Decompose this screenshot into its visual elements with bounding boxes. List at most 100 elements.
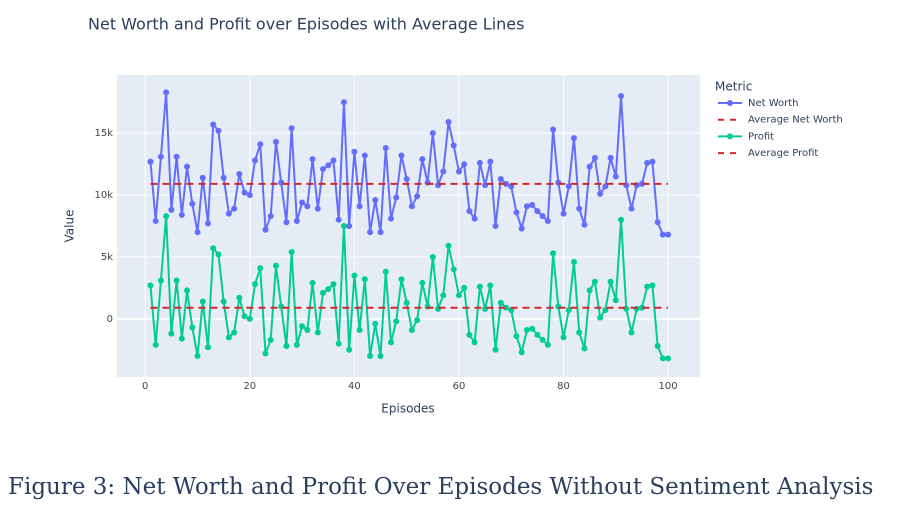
point bbox=[644, 283, 651, 290]
point bbox=[231, 329, 238, 336]
point bbox=[440, 168, 447, 175]
point bbox=[534, 208, 541, 215]
point bbox=[461, 161, 468, 168]
point bbox=[408, 203, 415, 210]
point bbox=[194, 229, 201, 236]
point bbox=[314, 329, 321, 336]
point bbox=[257, 141, 264, 148]
point bbox=[178, 211, 185, 218]
point bbox=[194, 352, 201, 359]
point bbox=[649, 282, 656, 289]
point bbox=[236, 294, 243, 301]
point bbox=[560, 334, 567, 341]
point bbox=[320, 166, 327, 173]
point bbox=[367, 352, 374, 359]
point bbox=[581, 221, 588, 228]
point bbox=[199, 298, 206, 305]
point bbox=[199, 174, 206, 181]
point bbox=[325, 286, 332, 293]
point bbox=[628, 205, 635, 212]
y-axis-title: Value bbox=[63, 210, 77, 243]
point bbox=[152, 341, 159, 348]
point bbox=[503, 180, 510, 187]
point bbox=[356, 203, 363, 210]
point bbox=[173, 153, 180, 160]
point bbox=[570, 135, 577, 142]
point bbox=[503, 304, 510, 311]
point bbox=[591, 278, 598, 285]
point bbox=[644, 159, 651, 166]
point bbox=[497, 175, 504, 182]
point bbox=[299, 199, 306, 206]
point bbox=[471, 215, 478, 222]
point bbox=[529, 325, 536, 332]
chart-title: Net Worth and Profit over Episodes with … bbox=[88, 15, 524, 34]
point bbox=[262, 350, 269, 357]
point bbox=[335, 340, 342, 347]
point bbox=[299, 323, 306, 330]
point bbox=[576, 205, 583, 212]
point bbox=[665, 231, 672, 238]
point bbox=[628, 329, 635, 336]
point bbox=[272, 138, 279, 145]
point bbox=[314, 205, 321, 212]
point bbox=[560, 210, 567, 217]
point bbox=[304, 203, 311, 210]
point bbox=[492, 346, 499, 353]
point bbox=[231, 205, 238, 212]
point bbox=[340, 99, 347, 106]
point bbox=[283, 219, 290, 226]
point bbox=[351, 272, 358, 279]
x-tick-label: 20 bbox=[243, 381, 256, 392]
point bbox=[309, 279, 316, 286]
point bbox=[382, 268, 389, 275]
point bbox=[293, 218, 300, 225]
point bbox=[304, 326, 311, 333]
point bbox=[325, 162, 332, 169]
point bbox=[403, 175, 410, 182]
point bbox=[372, 320, 379, 327]
point bbox=[445, 242, 452, 249]
point bbox=[576, 329, 583, 336]
point bbox=[654, 219, 661, 226]
point bbox=[267, 213, 274, 220]
point bbox=[210, 121, 217, 128]
point bbox=[586, 163, 593, 170]
point bbox=[544, 218, 551, 225]
point bbox=[649, 158, 656, 165]
point bbox=[403, 299, 410, 306]
point bbox=[487, 282, 494, 289]
point bbox=[539, 213, 546, 220]
point bbox=[529, 201, 536, 208]
point bbox=[215, 251, 222, 258]
x-tick-label: 60 bbox=[453, 381, 466, 392]
point bbox=[597, 314, 604, 321]
point bbox=[220, 298, 227, 305]
point bbox=[539, 336, 546, 343]
point bbox=[455, 168, 462, 175]
point bbox=[267, 336, 274, 343]
x-axis-title: Episodes bbox=[381, 402, 434, 416]
point bbox=[309, 156, 316, 163]
point bbox=[377, 229, 384, 236]
point bbox=[440, 292, 447, 299]
legend-label: Profit bbox=[748, 131, 774, 142]
point bbox=[565, 307, 572, 314]
point bbox=[257, 265, 264, 272]
point bbox=[445, 119, 452, 126]
point bbox=[387, 339, 394, 346]
point bbox=[157, 277, 164, 284]
point bbox=[597, 190, 604, 197]
point bbox=[550, 250, 557, 257]
point bbox=[518, 225, 525, 232]
point bbox=[163, 213, 170, 220]
point bbox=[225, 210, 232, 217]
point bbox=[414, 317, 421, 324]
point bbox=[320, 289, 327, 296]
point bbox=[476, 283, 483, 290]
point bbox=[372, 197, 379, 204]
point bbox=[544, 341, 551, 348]
point bbox=[487, 158, 494, 165]
point bbox=[220, 174, 227, 181]
